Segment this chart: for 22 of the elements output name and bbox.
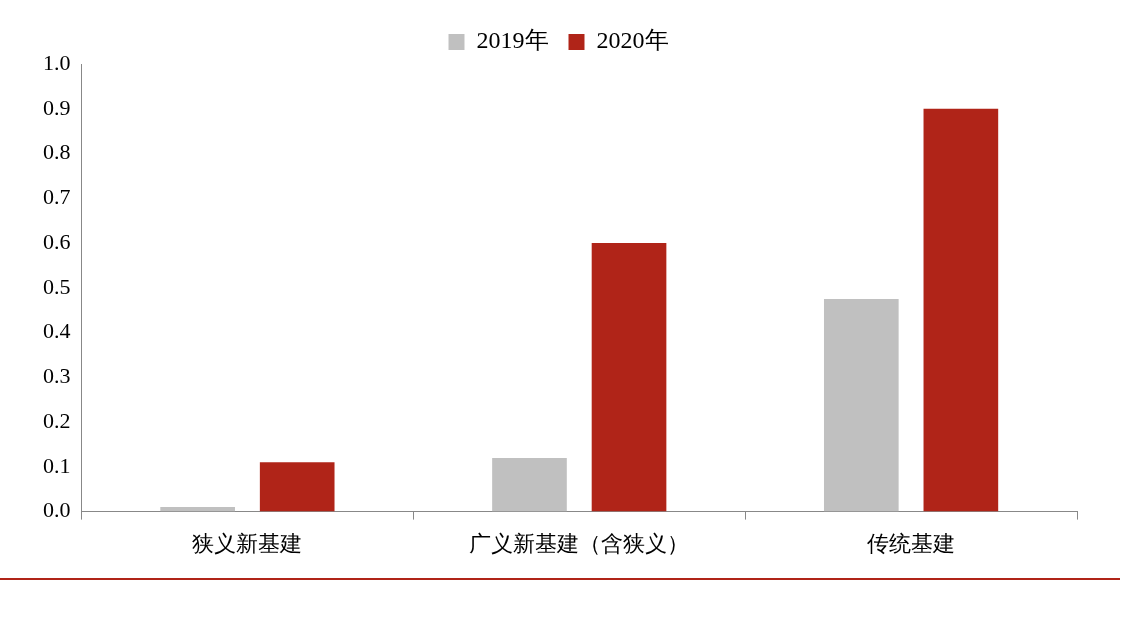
y-tick-label: 0.8 <box>43 139 71 165</box>
bar <box>923 108 999 512</box>
y-tick-label: 0.0 <box>43 497 71 523</box>
x-tick-label: 广义新基建（含狭义） <box>469 530 690 556</box>
bar <box>160 507 235 512</box>
y-tick-label: 0.6 <box>43 228 71 254</box>
x-tick-label: 传统基建 <box>867 530 956 556</box>
legend-label: 2019年 <box>476 27 549 54</box>
bar <box>259 462 335 512</box>
y-tick-label: 0.5 <box>43 273 71 299</box>
y-tick-label: 0.3 <box>43 363 71 389</box>
y-tick-label: 0.4 <box>43 318 71 344</box>
y-tick-label: 0.1 <box>43 452 71 478</box>
legend-label: 2020年 <box>596 27 669 54</box>
x-tick-label: 狭义新基建 <box>192 530 303 556</box>
y-tick-label: 0.9 <box>43 94 71 120</box>
y-tick-label: 0.7 <box>43 184 71 210</box>
bar <box>823 298 899 512</box>
y-tick-label: 1.0 <box>43 49 71 75</box>
y-tick-label: 0.2 <box>43 407 71 433</box>
bar <box>492 457 567 512</box>
bar <box>591 243 667 512</box>
